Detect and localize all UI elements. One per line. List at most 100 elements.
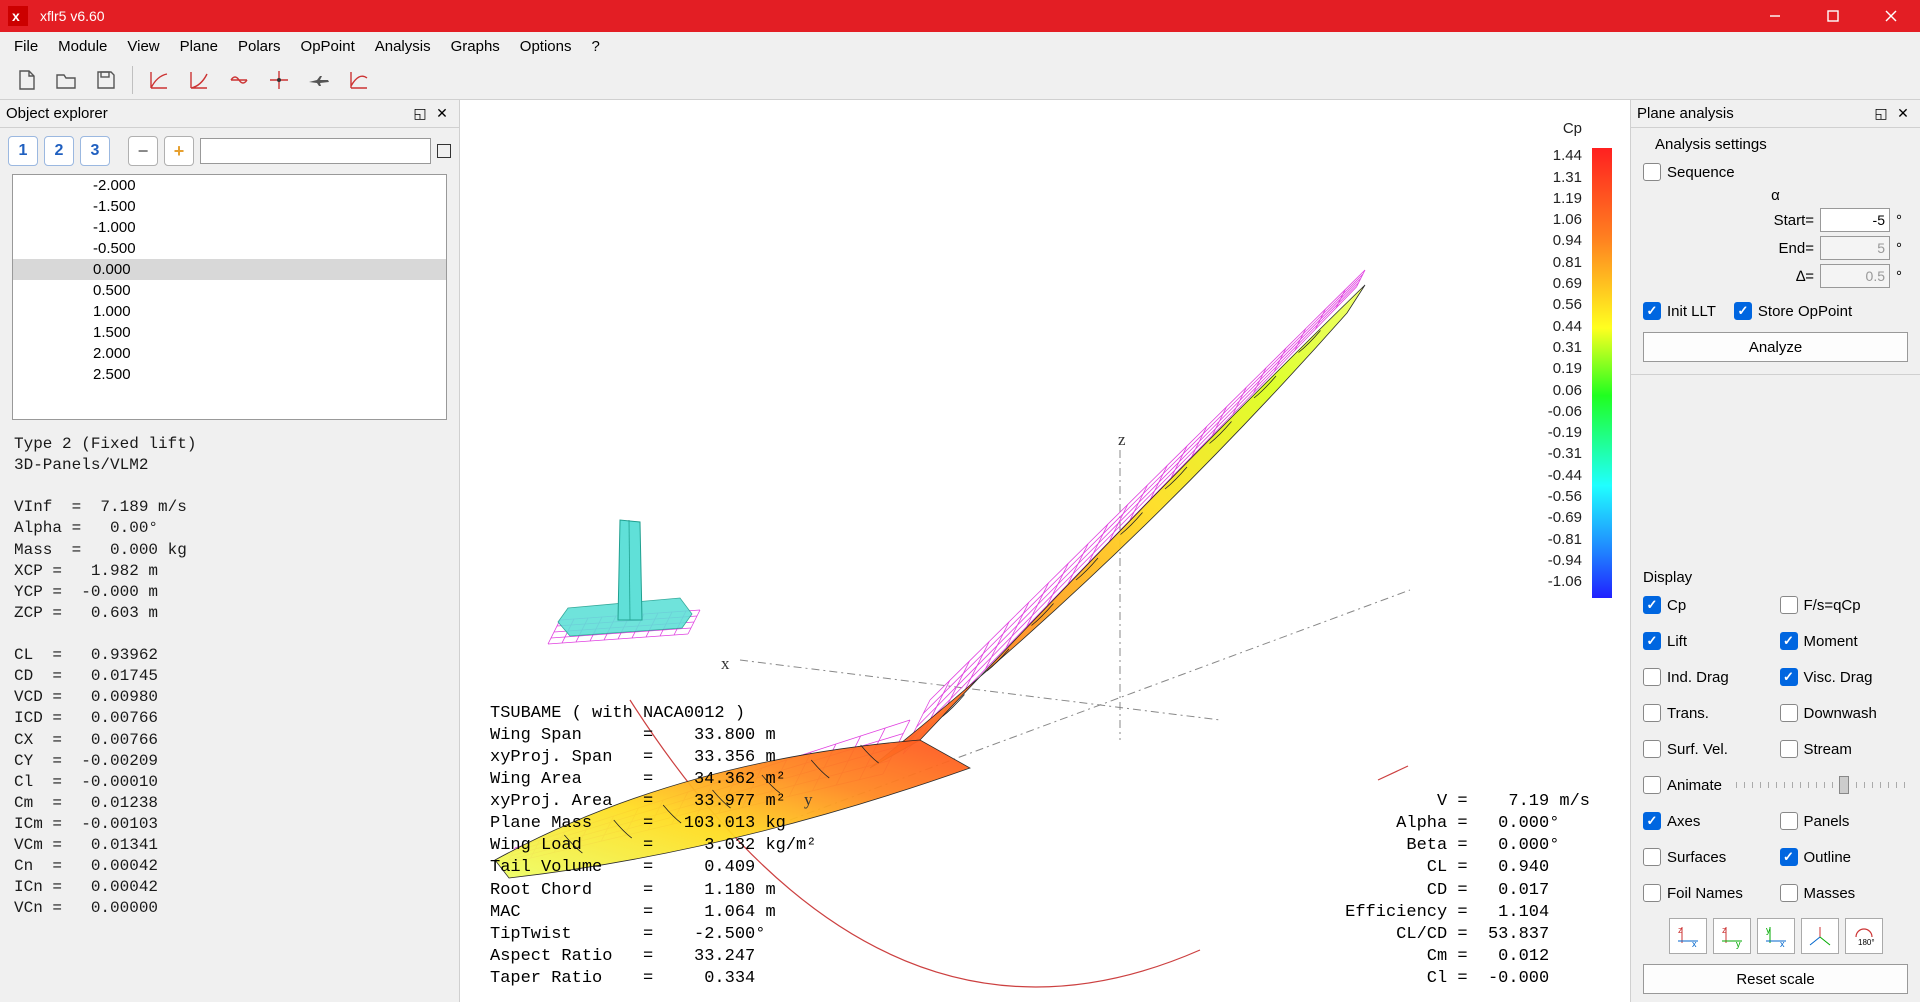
oppoint-list[interactable]: -2.000-1.500-1.000-0.5000.0000.5001.0001… [12, 174, 447, 420]
collapse-button[interactable]: − [128, 136, 158, 166]
degree-unit: ° [1896, 240, 1908, 257]
dock-undock-icon[interactable]: ◱ [409, 103, 431, 125]
oppoint-row[interactable]: 0.500 [13, 280, 446, 301]
plane-view-button[interactable] [301, 64, 337, 96]
checkbox[interactable] [1780, 596, 1798, 614]
object-explorer-header: Object explorer ◱ ✕ [0, 100, 459, 128]
polar-view3-button[interactable] [221, 64, 257, 96]
analysis-info-text: Type 2 (Fixed lift) 3D-Panels/VLM2 VInf … [0, 428, 459, 926]
view-xy-button[interactable]: yx [1757, 918, 1795, 954]
polar-view5-button[interactable] [341, 64, 377, 96]
store-oppoint-checkbox[interactable] [1734, 302, 1752, 320]
menu-file[interactable]: File [4, 35, 48, 58]
panel-close-icon[interactable]: ✕ [431, 103, 453, 125]
preset-1-button[interactable]: 1 [8, 136, 38, 166]
end-input[interactable] [1820, 236, 1890, 260]
checkbox-label: Visc. Drag [1804, 669, 1873, 686]
checkbox[interactable] [1780, 812, 1798, 830]
init-llt-checkbox[interactable] [1643, 302, 1661, 320]
oppoint-row[interactable]: -1.500 [13, 196, 446, 217]
view-iso-button[interactable] [1801, 918, 1839, 954]
menu-module[interactable]: Module [48, 35, 117, 58]
checkbox[interactable] [1643, 596, 1661, 614]
checkbox-label: F/s=qCp [1804, 597, 1861, 614]
cp-value: 0.19 [1548, 358, 1582, 379]
checkbox[interactable] [1780, 740, 1798, 758]
cp-value: 0.56 [1548, 294, 1582, 315]
checkbox[interactable] [1643, 776, 1661, 794]
polar-view4-button[interactable] [261, 64, 297, 96]
checkbox[interactable] [1643, 632, 1661, 650]
view-yz-button[interactable]: zy [1713, 918, 1751, 954]
plane-analysis-title: Plane analysis [1637, 105, 1870, 122]
menu-?[interactable]: ? [582, 35, 610, 58]
polar-view1-button[interactable] [141, 64, 177, 96]
checkbox[interactable] [1780, 704, 1798, 722]
3d-viewport[interactable]: z x y Cp1.441.311.191.060.940.810.690.56… [460, 100, 1630, 1002]
dock-undock-icon[interactable]: ◱ [1870, 103, 1892, 125]
checkbox[interactable] [1780, 668, 1798, 686]
new-file-button[interactable] [8, 64, 44, 96]
cp-value: -0.56 [1548, 486, 1582, 507]
display-opt-stream: Stream [1780, 740, 1909, 758]
oppoint-row[interactable]: 1.500 [13, 322, 446, 343]
checkbox-label: Axes [1667, 813, 1700, 830]
checkbox[interactable] [1643, 812, 1661, 830]
animate-slider[interactable] [1736, 782, 1908, 788]
view-flip-button[interactable]: 180° [1845, 918, 1883, 954]
menu-graphs[interactable]: Graphs [441, 35, 510, 58]
menu-plane[interactable]: Plane [170, 35, 228, 58]
start-input[interactable] [1820, 208, 1890, 232]
view-xz-button[interactable]: zx [1669, 918, 1707, 954]
save-file-button[interactable] [88, 64, 124, 96]
filter-indicator[interactable] [437, 144, 451, 158]
checkbox[interactable] [1643, 704, 1661, 722]
object-explorer-panel: Object explorer ◱ ✕ 1 2 3 − + -2.000-1.5… [0, 100, 460, 1002]
oppoint-row[interactable]: -2.000 [13, 175, 446, 196]
cp-value: -0.69 [1548, 507, 1582, 528]
close-button[interactable] [1862, 0, 1920, 32]
menu-options[interactable]: Options [510, 35, 582, 58]
maximize-button[interactable] [1804, 0, 1862, 32]
checkbox[interactable] [1643, 848, 1661, 866]
cp-value: 1.31 [1548, 167, 1582, 188]
menu-polars[interactable]: Polars [228, 35, 291, 58]
sequence-checkbox[interactable] [1643, 163, 1661, 181]
expand-button[interactable]: + [164, 136, 194, 166]
menu-view[interactable]: View [117, 35, 169, 58]
display-opt-moment: Moment [1780, 632, 1909, 650]
oppoint-row[interactable]: 0.000 [13, 259, 446, 280]
oppoint-row[interactable]: -0.500 [13, 238, 446, 259]
display-opt-outline: Outline [1780, 848, 1909, 866]
reset-scale-button[interactable]: Reset scale [1643, 964, 1908, 994]
checkbox[interactable] [1780, 632, 1798, 650]
display-opt-axes: Axes [1643, 812, 1772, 830]
display-opt-ind-drag: Ind. Drag [1643, 668, 1772, 686]
preset-2-button[interactable]: 2 [44, 136, 74, 166]
checkbox[interactable] [1643, 668, 1661, 686]
checkbox[interactable] [1780, 848, 1798, 866]
checkbox[interactable] [1780, 884, 1798, 902]
minimize-button[interactable] [1746, 0, 1804, 32]
svg-text:x: x [1692, 939, 1697, 949]
menu-analysis[interactable]: Analysis [365, 35, 441, 58]
oppoint-row[interactable]: -1.000 [13, 217, 446, 238]
cp-value: 0.31 [1548, 337, 1582, 358]
cp-value: 1.06 [1548, 209, 1582, 230]
analyze-button[interactable]: Analyze [1643, 332, 1908, 362]
menu-oppoint[interactable]: OpPoint [291, 35, 365, 58]
oppoint-row[interactable]: 2.000 [13, 343, 446, 364]
display-opt-trans-: Trans. [1643, 704, 1772, 722]
checkbox[interactable] [1643, 884, 1661, 902]
svg-text:180°: 180° [1858, 938, 1875, 947]
checkbox[interactable] [1643, 740, 1661, 758]
polar-view2-button[interactable] [181, 64, 217, 96]
explorer-search-input[interactable] [200, 138, 431, 164]
panel-close-icon[interactable]: ✕ [1892, 103, 1914, 125]
preset-3-button[interactable]: 3 [80, 136, 110, 166]
delta-input[interactable] [1820, 264, 1890, 288]
oppoint-row[interactable]: 1.000 [13, 301, 446, 322]
open-file-button[interactable] [48, 64, 84, 96]
cp-value: -0.19 [1548, 422, 1582, 443]
oppoint-row[interactable]: 2.500 [13, 364, 446, 385]
